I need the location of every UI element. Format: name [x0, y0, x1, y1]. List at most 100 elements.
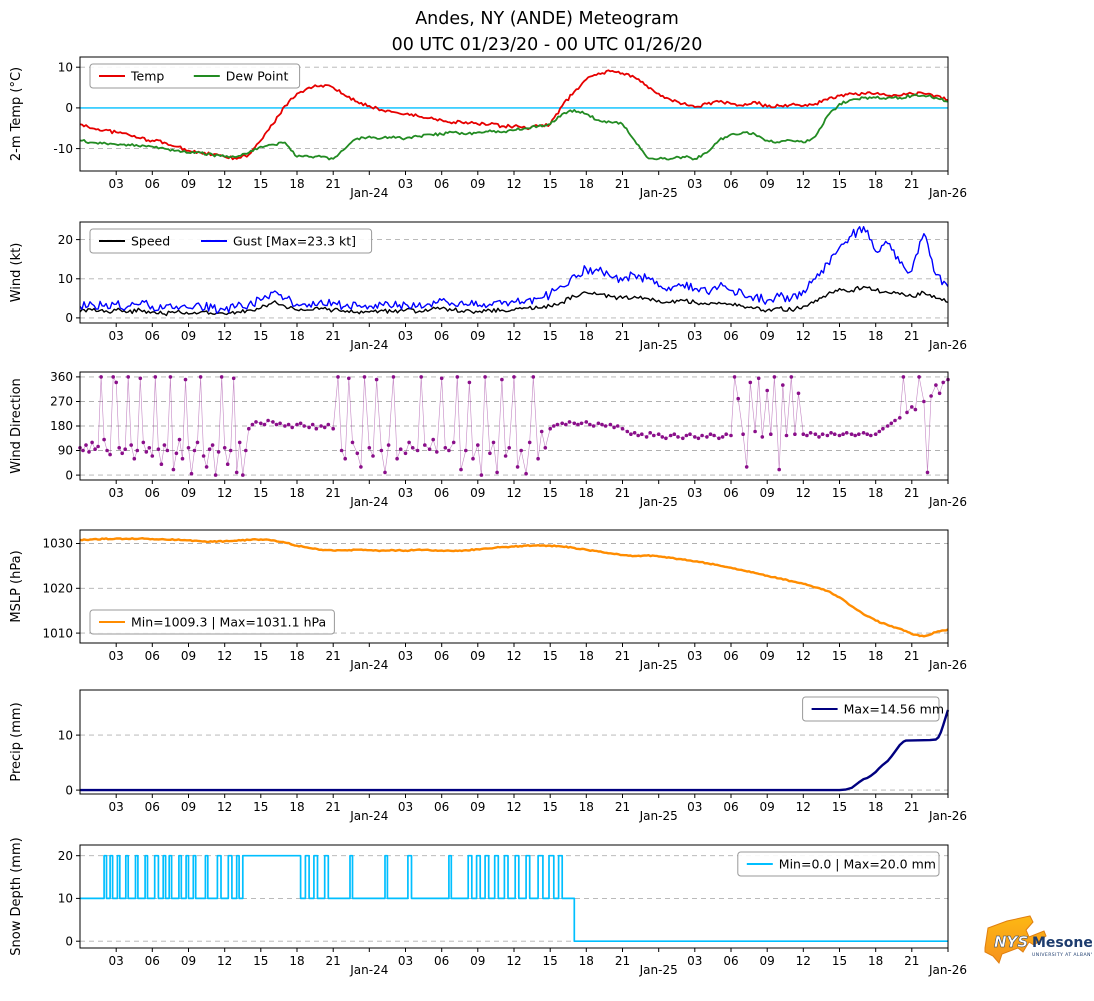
legend-box — [89, 228, 373, 254]
x-tick-label: 09 — [470, 177, 485, 191]
y-tick-label: -10 — [53, 142, 73, 156]
x-tick-label: 21 — [904, 954, 919, 968]
y-tick-label: 360 — [50, 370, 73, 384]
x-tick-label: 06 — [434, 800, 449, 814]
x-tick-label: 03 — [687, 486, 702, 500]
ny-state-shape — [984, 915, 1047, 964]
scatter-markers — [78, 375, 950, 477]
legend-label: Dew Point — [226, 68, 289, 83]
y-tick-label: 90 — [58, 444, 73, 458]
x-tick-label: 18 — [579, 800, 594, 814]
x-tick-label: 03 — [398, 177, 413, 191]
x-tick-label: 03 — [687, 954, 702, 968]
y-axis-title: Wind Direction — [9, 378, 24, 474]
x-tick-label: 18 — [868, 649, 883, 663]
x-date-label: Jan-24 — [349, 963, 388, 977]
x-tick-label: 21 — [904, 486, 919, 500]
y-tick-label: 10 — [58, 60, 73, 74]
chart-title: Andes, NY (ANDE) Meteogram 00 UTC 01/23/… — [0, 6, 1094, 59]
x-tick-label: 18 — [289, 486, 304, 500]
title-line1: Andes, NY (ANDE) Meteogram — [415, 9, 679, 29]
x-tick-label: 12 — [796, 954, 811, 968]
x-tick-label: 18 — [868, 177, 883, 191]
y-tick-label: 0 — [65, 934, 73, 948]
panel-mslp: 1010 1020 1030 03 06 09 12 15 18 21 03 06 09 12 15 18 21… — [9, 529, 967, 672]
y-tick-label: 180 — [50, 419, 73, 433]
x-date-label: Jan-25 — [639, 658, 678, 672]
legend-label: Gust [Max=23.3 kt] — [233, 233, 356, 248]
y-axis-wind: 0 10 20 — [58, 233, 80, 325]
x-tick-label: 09 — [470, 486, 485, 500]
x-tick-label: 12 — [796, 177, 811, 191]
x-date-label: Jan-26 — [928, 186, 967, 200]
panel-temp: -10 0 10 03 06 09 12 15 18 21 03 06 09 12 15 18 21 03 06 09… — [9, 56, 967, 200]
y-tick-label: 10 — [58, 272, 73, 286]
x-tick-label: 03 — [398, 486, 413, 500]
x-tick-label: 03 — [398, 329, 413, 343]
x-tick-label: 15 — [543, 649, 558, 663]
x-tick-label: 03 — [687, 800, 702, 814]
x-tick-label: 06 — [145, 177, 160, 191]
x-tick-label: 15 — [543, 954, 558, 968]
x-tick-label: 15 — [543, 329, 558, 343]
x-tick-label: 06 — [145, 486, 160, 500]
x-tick-label: 15 — [543, 800, 558, 814]
x-tick-label: 18 — [289, 649, 304, 663]
x-date-label: Jan-25 — [639, 338, 678, 352]
y-axis-temp: -10 0 10 — [53, 60, 80, 156]
y-axis-wind-direction: 0 90 180 270 360 — [50, 370, 80, 482]
x-tick-label: 21 — [326, 177, 341, 191]
x-tick-label: 15 — [253, 649, 268, 663]
panel-precip: 0 10 03 06 09 12 15 18 21 03 06 09 12 15 18 21 03 06 09 12 1… — [9, 689, 967, 823]
x-tick-label: 09 — [760, 649, 775, 663]
x-tick-label: 12 — [217, 177, 232, 191]
legend-box — [89, 609, 335, 635]
x-tick-label: 03 — [109, 329, 124, 343]
y-tick-label: 0 — [65, 783, 73, 797]
y-tick-label: 10 — [58, 892, 73, 906]
x-tick-label: 15 — [253, 486, 268, 500]
x-tick-label: 06 — [145, 954, 160, 968]
legend-box — [802, 696, 940, 722]
x-tick-label: 18 — [579, 329, 594, 343]
y-axis-mslp: 1010 1020 1030 — [42, 537, 80, 640]
x-tick-label: 03 — [398, 954, 413, 968]
legend-precip: Max=14.56 mm — [802, 696, 944, 722]
legend-mslp: Min=1009.3 | Max=1031.1 hPa — [89, 609, 335, 635]
x-tick-label: 09 — [181, 177, 196, 191]
x-tick-label: 21 — [326, 329, 341, 343]
x-tick-label: 21 — [615, 329, 630, 343]
x-axis-temp: 03 06 09 12 15 18 21 03 06 09 12 15 18 21 03 06 09 12 15 18… — [109, 171, 967, 200]
y-axis-title: Precip (mm) — [9, 702, 24, 781]
x-tick-label: 15 — [832, 954, 847, 968]
y-axis-precip: 0 10 — [58, 728, 80, 797]
panel-wind: 0 10 20 03 06 09 12 15 18 21 03 06 09 12 15 18 21 03 06 09 1… — [9, 221, 967, 352]
y-axis-title: MSLP (hPa) — [9, 550, 24, 622]
x-tick-label: 18 — [289, 954, 304, 968]
x-tick-label: 09 — [181, 486, 196, 500]
x-tick-label: 18 — [579, 649, 594, 663]
y-tick-label: 1010 — [42, 626, 73, 640]
legend-label: Min=1009.3 | Max=1031.1 hPa — [131, 614, 326, 629]
y-tick-label: 0 — [65, 311, 73, 325]
series-precip — [80, 709, 950, 792]
x-tick-label: 21 — [904, 329, 919, 343]
y-tick-label: 0 — [65, 101, 73, 115]
x-tick-label: 18 — [868, 329, 883, 343]
x-tick-label: 03 — [687, 329, 702, 343]
x-tick-label: 06 — [145, 649, 160, 663]
x-tick-label: 15 — [543, 177, 558, 191]
y-tick-label: 1020 — [42, 582, 73, 596]
x-tick-label: 15 — [253, 954, 268, 968]
x-axis-precip: 03 06 09 12 15 18 21 03 06 09 12 15 18 21 03 06 09 12 15 18… — [109, 794, 967, 823]
x-date-label: Jan-26 — [928, 338, 967, 352]
x-date-label: Jan-26 — [928, 963, 967, 977]
x-tick-label: 15 — [253, 177, 268, 191]
x-tick-label: 12 — [796, 649, 811, 663]
x-tick-label: 18 — [868, 954, 883, 968]
x-tick-label: 06 — [434, 649, 449, 663]
x-tick-label: 09 — [470, 649, 485, 663]
y-tick-label: 20 — [58, 849, 73, 863]
x-tick-label: 03 — [398, 649, 413, 663]
y-tick-label: 10 — [58, 728, 73, 742]
